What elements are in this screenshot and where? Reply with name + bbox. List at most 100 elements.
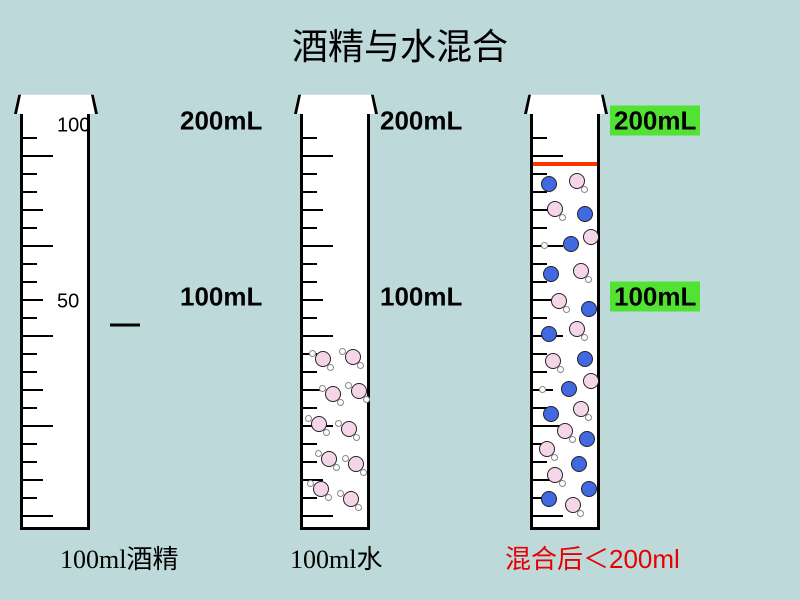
tick <box>303 407 317 409</box>
cylinder-caption: 100ml酒精 <box>60 539 178 576</box>
cylinder-spout <box>294 95 378 114</box>
label-tick <box>110 324 140 327</box>
tick <box>303 335 333 337</box>
atom-icon <box>355 504 362 511</box>
atom-icon <box>541 242 548 249</box>
volume-label: 100mL <box>380 282 462 313</box>
atom-icon <box>305 415 312 422</box>
tick <box>303 515 333 517</box>
molecule-icon <box>577 206 593 222</box>
atom-icon <box>569 436 576 443</box>
tick <box>303 137 317 139</box>
tick <box>23 317 37 319</box>
page-title: 酒精与水混合 <box>292 18 508 70</box>
atom-icon <box>539 386 546 393</box>
volume-label: 100mL <box>610 282 700 313</box>
tick <box>303 155 333 157</box>
atom-icon <box>557 366 564 373</box>
tick <box>23 173 37 175</box>
cylinder-spout <box>524 95 608 114</box>
tick <box>533 371 547 373</box>
tick <box>303 317 317 319</box>
atom-icon <box>323 429 330 436</box>
atom-icon <box>307 480 314 487</box>
molecule-icon <box>571 456 587 472</box>
molecule-icon <box>579 431 595 447</box>
tick <box>23 299 43 301</box>
scale-number: 100 <box>57 115 90 138</box>
cylinder-spout <box>14 95 98 114</box>
tick <box>23 461 37 463</box>
molecule-icon <box>543 266 559 282</box>
atom-icon <box>342 455 349 462</box>
tick <box>533 281 547 283</box>
atom-icon <box>581 334 588 341</box>
tick <box>303 227 317 229</box>
molecule-icon <box>583 373 599 389</box>
tick <box>23 281 37 283</box>
atom-icon <box>327 364 334 371</box>
tick <box>303 191 317 193</box>
volume-label: 100mL <box>180 282 262 313</box>
liquid-level-line <box>533 162 597 166</box>
molecule-icon <box>563 236 579 252</box>
atom-icon <box>345 382 352 389</box>
tick <box>23 137 37 139</box>
atom-icon <box>585 276 592 283</box>
tick <box>23 515 53 517</box>
molecule-icon <box>581 301 597 317</box>
tick <box>533 155 563 157</box>
tick <box>23 263 37 265</box>
atom-icon <box>585 414 592 421</box>
tick <box>23 371 37 373</box>
molecule-icon <box>541 326 557 342</box>
atom-icon <box>337 399 344 406</box>
tick <box>23 425 53 427</box>
cylinder-body <box>530 110 600 530</box>
tick <box>303 497 317 499</box>
atom-icon <box>337 490 344 497</box>
atom-icon <box>360 469 367 476</box>
atom-icon <box>335 420 342 427</box>
molecule-icon <box>583 229 599 245</box>
tick <box>23 497 37 499</box>
tick <box>533 353 547 355</box>
tick <box>23 155 53 157</box>
tick <box>533 515 563 517</box>
tick <box>303 263 317 265</box>
tick <box>23 191 37 193</box>
tick <box>533 299 553 301</box>
atom-icon <box>357 362 364 369</box>
cylinder-body: 10050 <box>20 110 90 530</box>
tick <box>533 137 547 139</box>
tick <box>23 353 37 355</box>
tick <box>23 227 37 229</box>
molecule-icon <box>581 481 597 497</box>
atom-icon <box>325 494 332 501</box>
tick <box>533 461 547 463</box>
tick <box>23 389 43 391</box>
tick <box>303 209 323 211</box>
tick <box>533 317 547 319</box>
tick <box>533 227 547 229</box>
tick <box>303 461 317 463</box>
atom-icon <box>551 454 558 461</box>
tick <box>303 371 317 373</box>
tick <box>533 245 563 247</box>
tick <box>23 479 43 481</box>
tick <box>23 443 37 445</box>
tick <box>23 407 37 409</box>
atom-icon <box>363 396 370 403</box>
tick <box>303 443 317 445</box>
volume-label: 200mL <box>180 106 262 137</box>
atom-icon <box>339 348 346 355</box>
cylinder-caption: 混合后＜200ml <box>505 539 680 576</box>
cylinder-caption: 100ml水 <box>290 539 382 576</box>
tick <box>303 299 323 301</box>
cylinder-body <box>300 110 370 530</box>
volume-label: 200mL <box>380 106 462 137</box>
tick <box>303 173 317 175</box>
atom-icon <box>559 214 566 221</box>
molecule-icon <box>577 351 593 367</box>
atom-icon <box>315 450 322 457</box>
